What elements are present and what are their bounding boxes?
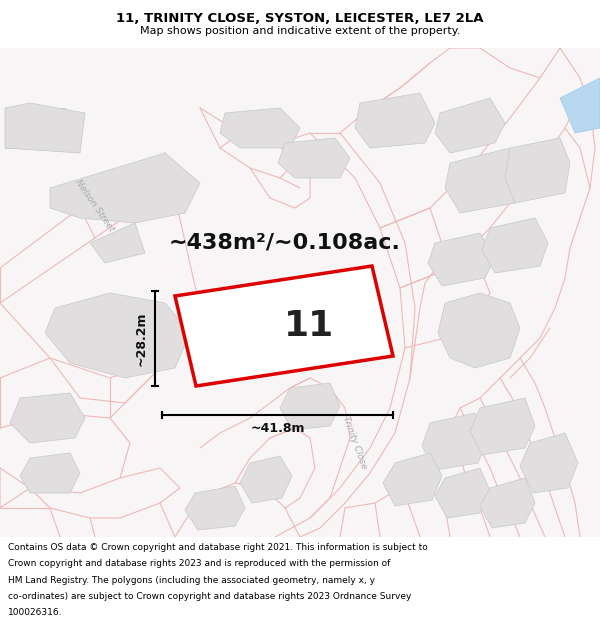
Text: 11: 11 [284,309,334,343]
Polygon shape [5,108,65,148]
Polygon shape [175,266,393,386]
Polygon shape [438,293,520,368]
Polygon shape [278,138,350,178]
Text: Crown copyright and database rights 2023 and is reproduced with the permission o: Crown copyright and database rights 2023… [8,559,390,569]
Polygon shape [428,233,495,286]
Text: Map shows position and indicative extent of the property.: Map shows position and indicative extent… [140,26,460,36]
Polygon shape [280,383,340,430]
Polygon shape [435,98,505,153]
Text: ~438m²/~0.108ac.: ~438m²/~0.108ac. [169,233,401,253]
Polygon shape [220,108,300,148]
Polygon shape [470,398,535,455]
Polygon shape [383,453,442,506]
Text: 11, TRINITY CLOSE, SYSTON, LEICESTER, LE7 2LA: 11, TRINITY CLOSE, SYSTON, LEICESTER, LE… [116,12,484,25]
Polygon shape [435,468,490,518]
Text: Trinity Close: Trinity Close [341,416,369,471]
Polygon shape [5,103,85,153]
Text: Contains OS data © Crown copyright and database right 2021. This information is : Contains OS data © Crown copyright and d… [8,543,428,552]
Polygon shape [90,223,145,263]
Text: co-ordinates) are subject to Crown copyright and database rights 2023 Ordnance S: co-ordinates) are subject to Crown copyr… [8,592,411,601]
Polygon shape [480,478,535,528]
Polygon shape [240,456,292,503]
Polygon shape [445,148,525,213]
Polygon shape [45,293,190,378]
Text: ~41.8m: ~41.8m [250,422,305,436]
Text: 100026316.: 100026316. [8,608,62,618]
Polygon shape [185,486,245,530]
Polygon shape [505,138,570,203]
Polygon shape [10,393,85,443]
Polygon shape [20,453,80,493]
Polygon shape [50,153,200,223]
Polygon shape [520,433,578,493]
Polygon shape [422,413,488,470]
Polygon shape [560,78,600,133]
Text: HM Land Registry. The polygons (including the associated geometry, namely x, y: HM Land Registry. The polygons (includin… [8,576,375,585]
Text: Nelson Street: Nelson Street [74,178,116,234]
Text: ~28.2m: ~28.2m [134,311,148,366]
Polygon shape [482,218,548,273]
Polygon shape [355,93,435,148]
